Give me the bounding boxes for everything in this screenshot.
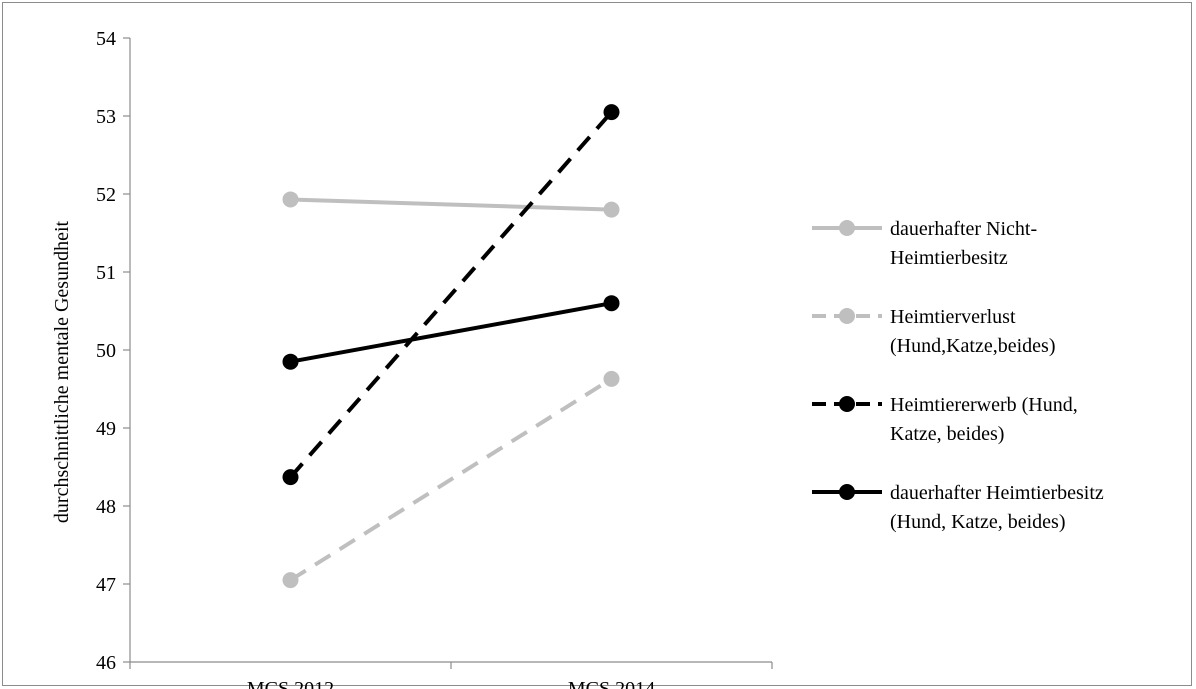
data-point (603, 370, 620, 387)
series-line (288, 110, 614, 479)
y-tick-label: 47 (96, 574, 116, 596)
data-point (282, 353, 299, 370)
y-tick-label: 46 (96, 652, 116, 674)
y-tick-label: 52 (96, 184, 116, 206)
legend-swatch-marker (839, 220, 855, 236)
series-layer (282, 104, 620, 589)
series-3 (282, 104, 620, 486)
y-tick-label: 54 (96, 28, 116, 50)
y-tick-label: 53 (96, 106, 116, 128)
data-point (603, 295, 620, 312)
legend-swatch-marker (839, 308, 855, 324)
legend-entry: Heimtierverlust (Hund,Katze,beides) (812, 306, 1056, 357)
legend-swatch-marker (839, 396, 855, 412)
x-tick-label: MCS 2014 (568, 678, 655, 689)
legend-label: (Hund, Katze, beides) (890, 511, 1066, 533)
y-tick-label: 50 (96, 340, 116, 362)
y-axis-title: durchschnittliche mentale Gesundheit (51, 220, 73, 523)
legend-entry: dauerhafter Heimtierbesitz (Hund, Katze, … (812, 482, 1104, 533)
series-4 (282, 295, 620, 370)
series-line (290, 301, 612, 364)
legend-swatch-marker (839, 484, 855, 500)
legend-entry: dauerhafter Nicht- Heimtierbesitz (812, 218, 1037, 269)
data-point (282, 469, 299, 486)
legend-label: Heimtiererwerb (Hund, (890, 394, 1078, 416)
x-tick-label: MCS 2012 (247, 678, 334, 689)
legend-label: dauerhafter Nicht- (890, 218, 1037, 240)
series-line (290, 197, 612, 212)
data-point (603, 104, 620, 121)
legend-label: Heimtierbesitz (890, 247, 1008, 269)
legend-label: dauerhafter Heimtierbesitz (890, 482, 1104, 504)
series-line (289, 377, 613, 582)
y-tick-label: 49 (96, 418, 116, 440)
data-point (282, 191, 299, 208)
legend-entry: Heimtiererwerb (Hund, Katze, beides) (812, 394, 1078, 445)
data-point (282, 572, 299, 589)
legend: dauerhafter Nicht- Heimtierbesitz Heimtier… (812, 218, 1104, 533)
data-point (603, 201, 620, 218)
legend-label: Katze, beides) (890, 423, 1004, 445)
y-tick-label: 48 (96, 496, 116, 518)
series-2 (282, 370, 620, 589)
axes: 46 47 48 49 50 51 52 53 54 MCS 2012 MCS 2014 (96, 28, 773, 689)
legend-label: (Hund,Katze,beides) (890, 335, 1056, 357)
legend-label: Heimtierverlust (890, 306, 1016, 328)
y-tick-label: 51 (96, 262, 116, 284)
series-1 (282, 191, 620, 218)
